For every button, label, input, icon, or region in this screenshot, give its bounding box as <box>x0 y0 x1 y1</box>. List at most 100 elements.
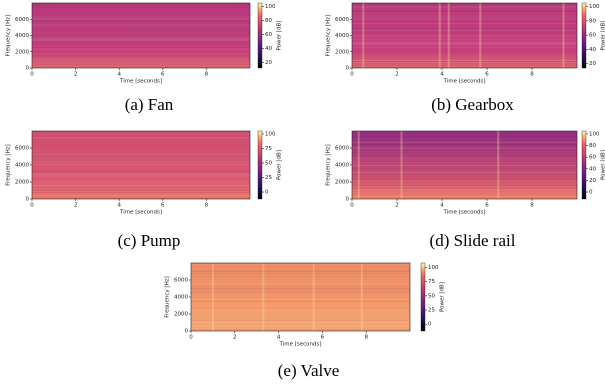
colorbar-tick-label: 50 <box>265 160 272 166</box>
y-axis-label: Frequency [Hz] <box>165 276 171 317</box>
y-tick-label: 0 <box>26 197 30 203</box>
x-axis-label: Time [seconds] <box>279 342 322 348</box>
colorbar-tick-label: 0 <box>589 190 593 196</box>
colorbar-tick-label: 25 <box>265 175 272 181</box>
x-tick-label: 8 <box>205 203 209 209</box>
colorbar <box>257 2 263 69</box>
y-tick-label: 4000 <box>335 33 349 39</box>
x-tick-label: 8 <box>530 203 534 209</box>
y-axis-label: Frequency [Hz] <box>6 144 12 185</box>
colorbar <box>420 262 426 332</box>
y-tick-label: 2000 <box>174 312 188 318</box>
x-tick-label: 4 <box>117 72 121 78</box>
x-tick-label: 8 <box>364 335 368 341</box>
spectrogram <box>32 3 250 68</box>
texture <box>479 3 482 68</box>
colorbar-tick-label: 60 <box>265 32 272 38</box>
colorbar-label: Power [dB] <box>277 21 283 51</box>
caption: (c) Pump <box>118 231 181 250</box>
texture <box>262 263 265 331</box>
y-axis-label: Frequency [Hz] <box>6 15 12 56</box>
caption: (b) Gearbox <box>431 95 514 114</box>
x-tick-label: 2 <box>74 203 78 209</box>
x-tick-label: 0 <box>350 72 354 78</box>
x-tick-label: 0 <box>30 72 34 78</box>
caption: (e) Valve <box>278 361 340 380</box>
y-tick-label: 6000 <box>174 278 188 284</box>
y-tick-label: 6000 <box>335 17 349 23</box>
colorbar-tick-label: 60 <box>589 155 596 161</box>
texture <box>312 263 315 331</box>
colorbar-tick-label: 100 <box>265 4 276 10</box>
colorbar-tick-label: 100 <box>589 131 600 137</box>
x-tick-label: 6 <box>161 203 165 209</box>
spectrogram <box>32 131 250 199</box>
colorbar-tick-label: 25 <box>428 308 435 314</box>
colorbar-tick-label: 50 <box>428 293 435 299</box>
y-tick-label: 2000 <box>15 49 29 55</box>
colorbar-tick-label: 20 <box>589 61 596 67</box>
y-tick-label: 2000 <box>335 180 349 186</box>
x-tick-label: 2 <box>395 203 399 209</box>
x-tick-label: 2 <box>233 335 237 341</box>
x-tick-label: 6 <box>485 203 489 209</box>
colorbar <box>257 130 263 200</box>
caption: (a) Fan <box>125 95 174 114</box>
x-tick-label: 4 <box>117 203 121 209</box>
spectrogram <box>191 263 410 331</box>
x-tick-label: 4 <box>440 203 444 209</box>
x-tick-label: 6 <box>321 335 325 341</box>
texture <box>357 131 360 199</box>
y-axis-label: Frequency [Hz] <box>326 15 332 56</box>
y-tick-label: 6000 <box>15 146 29 152</box>
colorbar-tick-label: 100 <box>589 4 600 10</box>
texture <box>447 3 450 68</box>
texture <box>362 3 365 68</box>
x-tick-label: 4 <box>440 72 444 78</box>
spectrogram <box>352 3 577 68</box>
colorbar-tick-label: 80 <box>589 18 596 24</box>
texture <box>497 131 500 199</box>
x-tick-label: 6 <box>485 72 489 78</box>
colorbar-tick-label: 100 <box>428 265 439 271</box>
colorbar <box>581 2 587 69</box>
x-axis-label: Time [seconds] <box>443 79 486 85</box>
spectrogram <box>352 131 577 199</box>
x-tick-label: 6 <box>161 72 165 78</box>
x-axis-label: Time [seconds] <box>119 79 162 85</box>
x-tick-label: 2 <box>395 72 399 78</box>
y-tick-label: 2000 <box>335 49 349 55</box>
colorbar-tick-label: 20 <box>265 60 272 66</box>
colorbar-tick-label: 40 <box>265 46 272 52</box>
colorbar-tick-label: 0 <box>428 322 432 328</box>
colorbar-tick-label: 80 <box>265 18 272 24</box>
colorbar-tick-label: 60 <box>589 33 596 39</box>
texture <box>438 3 441 68</box>
x-tick-label: 0 <box>30 203 34 209</box>
x-axis-label: Time [seconds] <box>443 210 486 216</box>
y-tick-label: 6000 <box>335 146 349 152</box>
colorbar-label: Power [dB] <box>277 150 283 180</box>
y-tick-label: 4000 <box>174 295 188 301</box>
y-tick-label: 2000 <box>15 180 29 186</box>
y-tick-label: 6000 <box>15 17 29 23</box>
y-tick-label: 4000 <box>15 163 29 169</box>
y-tick-label: 0 <box>346 197 350 203</box>
texture <box>400 131 403 199</box>
colorbar-label: Power [dB] <box>601 21 605 51</box>
colorbar-tick-label: 100 <box>265 131 276 137</box>
colorbar-tick-label: 80 <box>589 143 596 149</box>
colorbar-tick-label: 40 <box>589 47 596 53</box>
x-tick-label: 0 <box>189 335 193 341</box>
texture <box>562 3 565 68</box>
texture <box>211 263 214 331</box>
y-tick-label: 0 <box>185 329 189 335</box>
colorbar-label: Power [dB] <box>601 150 605 180</box>
x-tick-label: 4 <box>277 335 281 341</box>
colorbar <box>581 130 587 200</box>
colorbar-tick-label: 20 <box>589 178 596 184</box>
colorbar-tick-label: 40 <box>589 166 596 172</box>
x-tick-label: 8 <box>205 72 209 78</box>
y-tick-label: 0 <box>26 66 30 72</box>
